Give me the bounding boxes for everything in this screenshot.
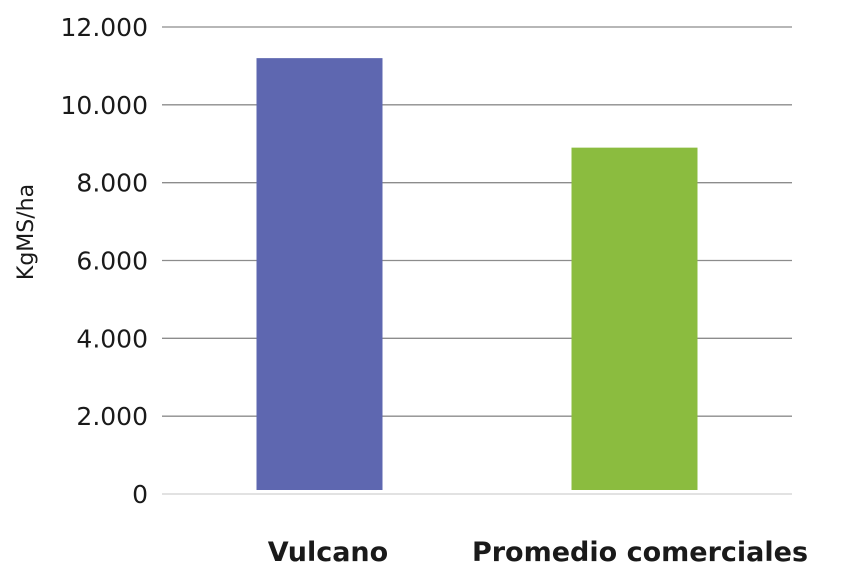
x-category-label: Promedio comerciales [472, 537, 808, 562]
y-tick-label: 2.000 [76, 402, 148, 431]
bar-vulcano [256, 58, 383, 491]
y-tick-label: 8.000 [76, 169, 148, 198]
y-axis-ticks: 0 2.000 4.000 6.000 8.000 10.000 12.000 [61, 13, 148, 509]
x-category-label: Vulcano [268, 537, 388, 562]
y-tick-label: 0 [132, 480, 148, 509]
y-axis-title: KgMS/ha [14, 184, 39, 280]
bar-promedio-comerciales [571, 147, 698, 490]
y-tick-label: 6.000 [76, 247, 148, 276]
y-tick-label: 12.000 [61, 13, 148, 42]
x-axis-labels: Vulcano Promedio comerciales [268, 537, 808, 562]
bars [256, 58, 698, 491]
y-tick-label: 4.000 [76, 324, 148, 353]
y-tick-label: 10.000 [61, 91, 148, 120]
